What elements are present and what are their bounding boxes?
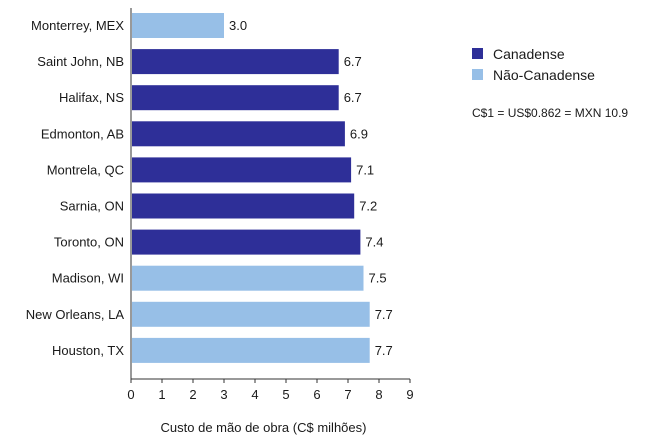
x-tick-label: 2 bbox=[189, 387, 196, 402]
bar bbox=[132, 13, 224, 38]
category-label: New Orleans, LA bbox=[26, 307, 125, 322]
bar-value-label: 6.7 bbox=[344, 54, 362, 69]
category-label: Madison, WI bbox=[52, 271, 124, 286]
legend-label-canadense: Canadense bbox=[493, 46, 565, 62]
bar-value-label: 6.9 bbox=[350, 126, 368, 141]
bar bbox=[132, 337, 370, 363]
legend-swatch-nao-canadense bbox=[472, 69, 483, 80]
category-label: Montrela, QC bbox=[47, 162, 124, 177]
bar-value-label: 7.5 bbox=[369, 271, 387, 286]
axes-group bbox=[130, 8, 410, 380]
bars-group: Monterrey, MEX 3.0 Saint John, NB 6.7 Halifa… bbox=[26, 13, 393, 363]
bar-value-label: 7.7 bbox=[375, 343, 393, 358]
category-label: Halifax, NS bbox=[59, 90, 124, 105]
x-tick-label: 5 bbox=[282, 387, 289, 402]
x-tick-label: 4 bbox=[251, 387, 258, 402]
category-label: Edmonton, AB bbox=[41, 126, 124, 141]
bar-value-label: 7.4 bbox=[365, 235, 383, 250]
legend-swatch-canadense bbox=[472, 48, 483, 59]
bar bbox=[132, 301, 370, 327]
bar bbox=[132, 49, 339, 75]
bar bbox=[132, 85, 339, 111]
category-label: Saint John, NB bbox=[37, 54, 124, 69]
x-tick-label: 8 bbox=[375, 387, 382, 402]
bar-value-label: 7.2 bbox=[359, 199, 377, 214]
legend: Canadense Não-Canadense bbox=[472, 46, 595, 83]
category-label: Monterrey, MEX bbox=[31, 18, 124, 33]
bar bbox=[132, 193, 355, 219]
exchange-rate-note: C$1 = US$0.862 = MXN 10.9 bbox=[472, 106, 628, 120]
x-tick-label: 7 bbox=[344, 387, 351, 402]
bar-value-label: 7.1 bbox=[356, 162, 374, 177]
x-tick-label: 0 bbox=[127, 387, 134, 402]
category-label: Houston, TX bbox=[52, 343, 124, 358]
x-tick-label: 1 bbox=[158, 387, 165, 402]
category-label: Toronto, ON bbox=[54, 235, 124, 250]
x-ticks-group: 0 1 2 3 4 5 6 7 8 9 bbox=[127, 379, 414, 402]
category-label: Sarnia, ON bbox=[60, 199, 124, 214]
x-tick-label: 6 bbox=[313, 387, 320, 402]
bar bbox=[132, 265, 364, 291]
bar-value-label: 6.7 bbox=[344, 90, 362, 105]
x-tick-label: 3 bbox=[220, 387, 227, 402]
bar bbox=[132, 121, 345, 147]
legend-label-nao-canadense: Não-Canadense bbox=[493, 67, 595, 83]
bar-value-label: 7.7 bbox=[375, 307, 393, 322]
x-axis-title: Custo de mão de obra (C$ milhões) bbox=[161, 420, 367, 435]
x-tick-label: 9 bbox=[406, 387, 413, 402]
bar bbox=[132, 157, 352, 183]
bar-value-label: 3.0 bbox=[229, 18, 247, 33]
bar bbox=[132, 229, 361, 255]
